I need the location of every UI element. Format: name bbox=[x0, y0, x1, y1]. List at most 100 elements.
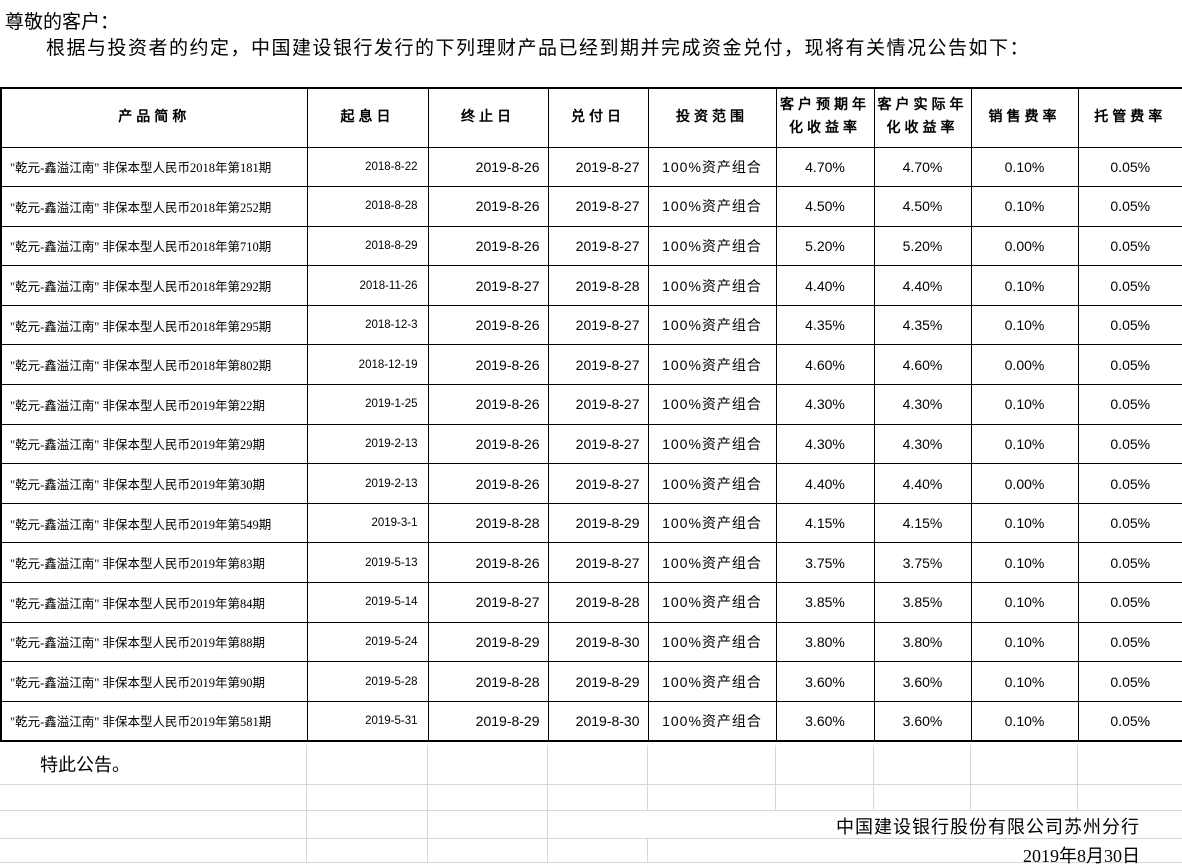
table-cell: 5.20% bbox=[775, 225, 875, 267]
table-cell: 2019-2-13 bbox=[306, 463, 429, 504]
table-cell: 3.60% bbox=[873, 661, 972, 702]
table-cell: 0.05% bbox=[1077, 146, 1182, 188]
column-header: 托管费率 bbox=[1077, 87, 1182, 148]
table-cell: 2019-8-27 bbox=[547, 344, 649, 386]
table-cell: 2019-8-29 bbox=[547, 502, 649, 544]
table-cell: 4.70% bbox=[775, 146, 875, 188]
table-row: "乾元-鑫溢江南" 非保本型人民币2019年第30期 2019-2-13 2019-… bbox=[0, 463, 1182, 504]
table-cell: 2019-8-26 bbox=[427, 463, 549, 504]
table-cell: 100%资产组合 bbox=[647, 304, 777, 346]
table-cell: 100%资产组合 bbox=[647, 384, 777, 425]
table-cell: 4.30% bbox=[775, 384, 875, 425]
table-cell: 0.10% bbox=[970, 700, 1079, 742]
grid-line bbox=[970, 745, 971, 810]
table-row: "乾元-鑫溢江南" 非保本型人民币2019年第29期 2019-2-13 2019-… bbox=[0, 423, 1182, 465]
products-table: 产品简称 起息日 终止日 兑付日 投资范围 客户预期年化收益率 客户实际年化收益率 销售费率托… bbox=[0, 87, 1182, 742]
table-cell: 2019-8-27 bbox=[547, 384, 649, 425]
table-cell: 2019-8-28 bbox=[547, 582, 649, 623]
table-cell: "乾元-鑫溢江南" 非保本型人民币2019年第90期 bbox=[0, 661, 308, 702]
table-cell: 0.05% bbox=[1077, 186, 1182, 227]
table-row: "乾元-鑫溢江南" 非保本型人民币2018年第181期 2018-8-22 2019… bbox=[0, 146, 1182, 188]
table-cell: 100%资产组合 bbox=[647, 700, 777, 742]
table-cell: 0.10% bbox=[970, 542, 1079, 584]
table-cell: 3.85% bbox=[775, 582, 875, 623]
table-cell: 2019-8-29 bbox=[547, 661, 649, 702]
table-cell: 2019-8-28 bbox=[427, 661, 549, 702]
table-cell: 2019-8-26 bbox=[427, 304, 549, 346]
table-cell: 100%资产组合 bbox=[647, 186, 777, 227]
table-cell: 4.15% bbox=[873, 502, 972, 544]
column-header: 销售费率 bbox=[970, 87, 1079, 148]
grid-line bbox=[547, 810, 548, 863]
table-cell: "乾元-鑫溢江南" 非保本型人民币2019年第22期 bbox=[0, 384, 308, 425]
table-cell: "乾元-鑫溢江南" 非保本型人民币2018年第295期 bbox=[0, 304, 308, 346]
table-cell: 2019-8-27 bbox=[427, 582, 549, 623]
table-cell: 4.35% bbox=[775, 304, 875, 346]
table-cell: 3.75% bbox=[775, 542, 875, 584]
table-cell: 3.80% bbox=[873, 621, 972, 663]
table-body: "乾元-鑫溢江南" 非保本型人民币2018年第181期 2018-8-22 2019… bbox=[0, 146, 1182, 742]
table-cell: 0.10% bbox=[970, 582, 1079, 623]
table-cell: 0.05% bbox=[1077, 265, 1182, 306]
table-cell: 2019-8-26 bbox=[427, 542, 549, 584]
table-cell: 2019-5-28 bbox=[306, 661, 429, 702]
column-header: 客户预期年化收益率 bbox=[775, 87, 875, 148]
header-row: 产品简称 起息日 终止日 兑付日 投资范围 客户预期年化收益率 客户实际年化收益率 销售费率托… bbox=[0, 87, 1182, 148]
table-cell: 2019-8-29 bbox=[427, 700, 549, 742]
table-cell: 0.10% bbox=[970, 186, 1079, 227]
table-cell: 100%资产组合 bbox=[647, 344, 777, 386]
table-cell: 3.85% bbox=[873, 582, 972, 623]
table-cell: 4.60% bbox=[775, 344, 875, 386]
grid-line bbox=[647, 838, 648, 863]
table-cell: 0.05% bbox=[1077, 463, 1182, 504]
table-cell: 2019-8-27 bbox=[547, 463, 649, 504]
table-cell: 3.60% bbox=[873, 700, 972, 742]
table-cell: 0.05% bbox=[1077, 621, 1182, 663]
table-cell: 3.75% bbox=[873, 542, 972, 584]
grid-line bbox=[873, 745, 874, 810]
table-cell: 4.40% bbox=[775, 463, 875, 504]
table-cell: 100%资产组合 bbox=[647, 463, 777, 504]
table-cell: 0.10% bbox=[970, 384, 1079, 425]
table-cell: 2019-8-30 bbox=[547, 700, 649, 742]
table-cell: "乾元-鑫溢江南" 非保本型人民币2018年第252期 bbox=[0, 186, 308, 227]
table-cell: 2018-11-26 bbox=[306, 265, 429, 306]
table-cell: 2019-5-31 bbox=[306, 700, 429, 742]
table-cell: 100%资产组合 bbox=[647, 582, 777, 623]
grid-line bbox=[0, 784, 1182, 785]
table-cell: 4.40% bbox=[775, 265, 875, 306]
table-cell: 2018-8-22 bbox=[306, 146, 429, 188]
table-cell: 2019-8-26 bbox=[427, 384, 549, 425]
table-cell: 0.05% bbox=[1077, 582, 1182, 623]
table-cell: "乾元-鑫溢江南" 非保本型人民币2018年第292期 bbox=[0, 265, 308, 306]
table-cell: 0.05% bbox=[1077, 225, 1182, 267]
column-header: 投资范围 bbox=[647, 87, 777, 148]
table-cell: 2019-8-26 bbox=[427, 344, 549, 386]
grid-line bbox=[775, 745, 776, 810]
table-row: "乾元-鑫溢江南" 非保本型人民币2018年第710期 2018-8-29 2019… bbox=[0, 225, 1182, 267]
table-cell: 0.05% bbox=[1077, 384, 1182, 425]
grid-line bbox=[427, 810, 428, 863]
table-cell: 2019-8-29 bbox=[427, 621, 549, 663]
column-header: 客户实际年化收益率 bbox=[873, 87, 972, 148]
table-row: "乾元-鑫溢江南" 非保本型人民币2018年第292期 2018-11-26 201… bbox=[0, 265, 1182, 306]
table-cell: 2019-8-27 bbox=[547, 186, 649, 227]
table-cell: 2019-1-25 bbox=[306, 384, 429, 425]
table-cell: 2019-8-26 bbox=[427, 146, 549, 188]
table-cell: 3.60% bbox=[775, 661, 875, 702]
table-cell: 2019-5-24 bbox=[306, 621, 429, 663]
table-row: "乾元-鑫溢江南" 非保本型人民币2018年第252期 2018-8-28 2019… bbox=[0, 186, 1182, 227]
salutation: 尊敬的客户： bbox=[5, 12, 120, 33]
table-cell: 2018-8-29 bbox=[306, 225, 429, 267]
table-cell: 2019-8-27 bbox=[547, 542, 649, 584]
table-cell: 3.60% bbox=[775, 700, 875, 742]
table-cell: 100%资产组合 bbox=[647, 146, 777, 188]
table-cell: "乾元-鑫溢江南" 非保本型人民币2019年第88期 bbox=[0, 621, 308, 663]
column-header: 产品简称 bbox=[0, 87, 308, 148]
table-cell: 2019-8-30 bbox=[547, 621, 649, 663]
table-row: "乾元-鑫溢江南" 非保本型人民币2018年第295期 2018-12-3 2019… bbox=[0, 304, 1182, 346]
table-cell: 2019-8-27 bbox=[547, 304, 649, 346]
table-cell: 2019-8-28 bbox=[547, 265, 649, 306]
table-cell: 4.50% bbox=[873, 186, 972, 227]
